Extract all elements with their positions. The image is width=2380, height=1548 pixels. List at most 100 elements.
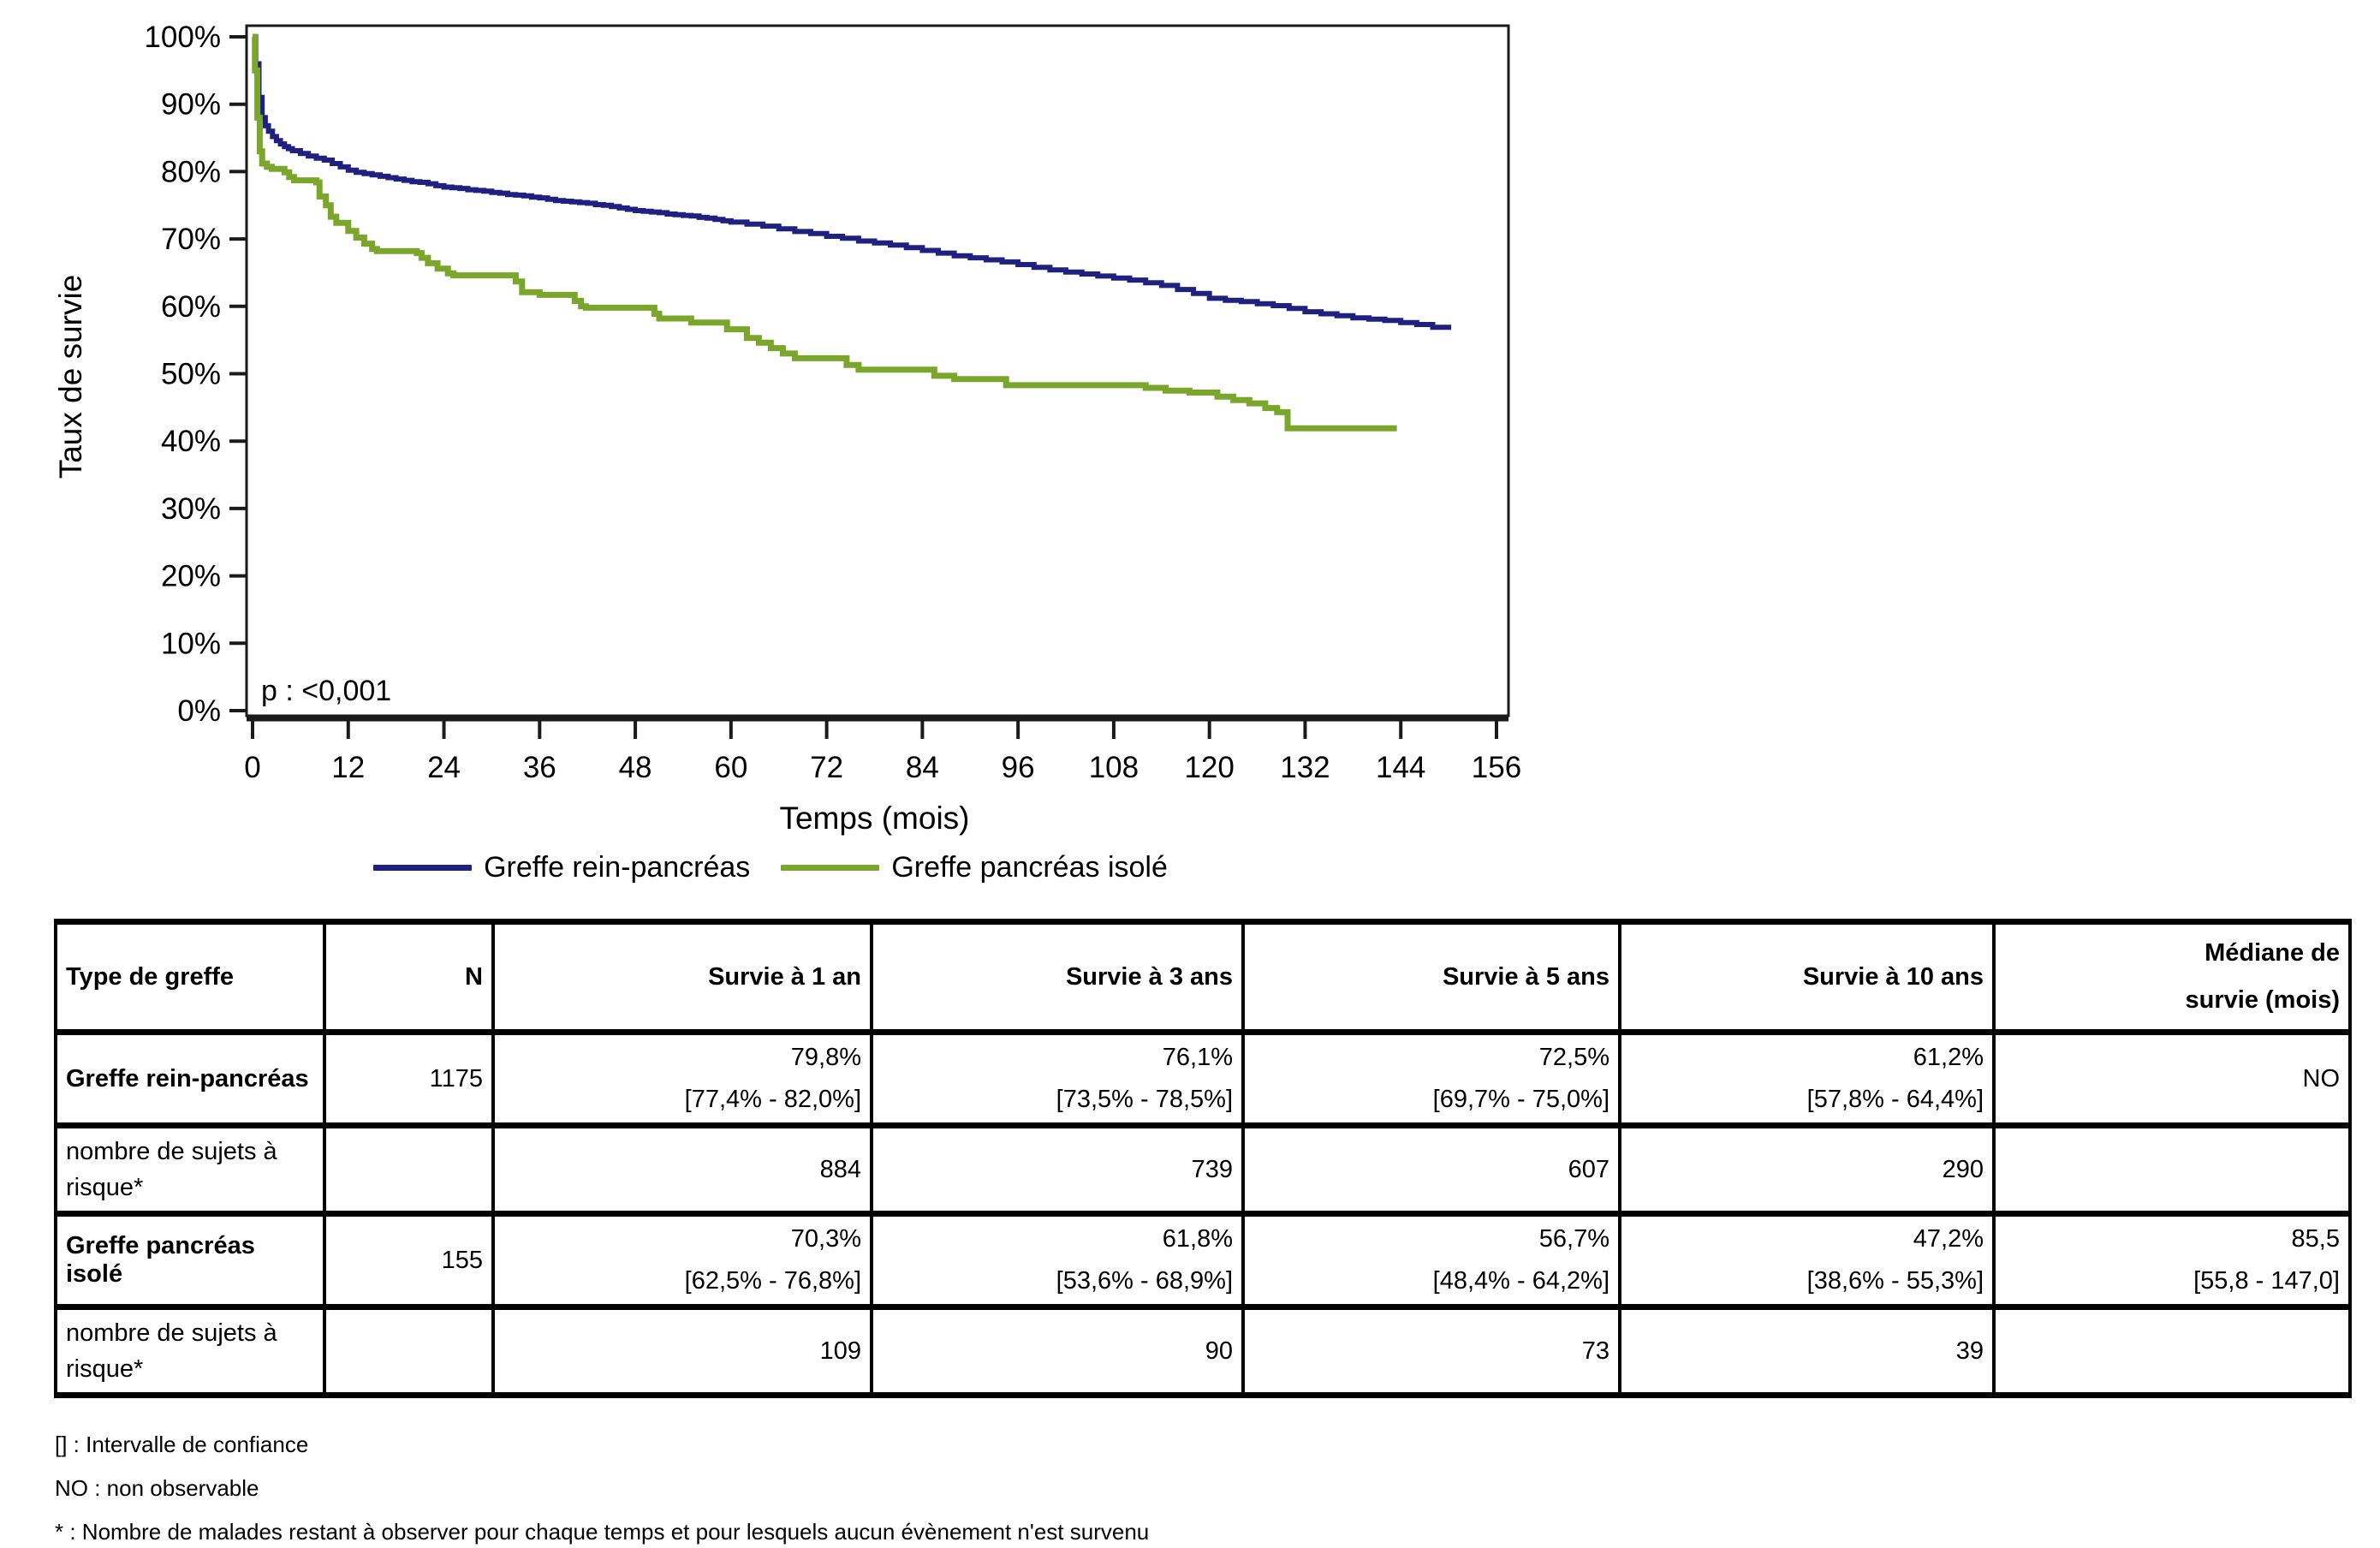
cell-survival-2: 607	[1241, 1122, 1621, 1218]
legend-item-0: Greffe rein-pancréas	[373, 853, 750, 882]
row-label: nombre de sujets à risque*	[54, 1304, 326, 1399]
cell-n: 1175	[323, 1029, 495, 1129]
cell-median	[1992, 1304, 2352, 1399]
y-tick-label: 50%	[161, 358, 221, 391]
x-tick-label: 12	[331, 751, 365, 784]
y-axis-title: Taux de survie	[53, 275, 88, 479]
confidence-interval: [73,5% - 78,5%]	[1056, 1086, 1233, 1114]
y-tick-label: 10%	[161, 627, 221, 660]
legend-label: Greffe rein-pancréas	[484, 851, 751, 884]
y-tick-label: 0%	[177, 694, 221, 728]
cell-n	[323, 1122, 495, 1218]
value-with-ci: 76,1% [73,5% - 78,5%]	[882, 1040, 1233, 1117]
cell-survival-0: 70,3% [62,5% - 76,8%]	[491, 1211, 873, 1311]
cell-survival-3: 290	[1618, 1122, 1996, 1218]
x-tick-label: 48	[619, 751, 652, 784]
confidence-interval: [48,4% - 64,2%]	[1432, 1267, 1609, 1295]
y-tick-label: 80%	[161, 155, 221, 188]
survival-value: 76,1%	[1162, 1044, 1233, 1072]
survival-curve-rein-pancreas	[253, 34, 1452, 330]
footnote-non-observable: NO : non observable	[55, 1475, 259, 1502]
y-tick-label: 100%	[144, 21, 221, 54]
value-with-ci: 79,8% [77,4% - 82,0%]	[503, 1040, 861, 1117]
x-tick-label: 96	[1002, 751, 1035, 784]
cell-survival-2: 73	[1241, 1304, 1621, 1399]
col-header-mediane: Médiane de survie (mois)	[1992, 918, 2352, 1036]
col-header-type-de-greffe: Type de greffe	[54, 918, 326, 1036]
legend-label: Greffe pancréas isolé	[891, 851, 1168, 884]
cell-n: 155	[323, 1211, 495, 1311]
value-with-ci: 72,5% [69,7% - 75,0%]	[1253, 1040, 1609, 1117]
median-value: 85,5	[2291, 1225, 2340, 1253]
col-header-survie-1-an: Survie à 1 an	[491, 918, 873, 1036]
x-tick-label: 132	[1280, 751, 1330, 784]
value-with-ci: 47,2% [38,6% - 55,3%]	[1630, 1222, 1984, 1299]
value-with-ci: 61,2% [57,8% - 64,4%]	[1630, 1040, 1984, 1117]
confidence-interval: [53,6% - 68,9%]	[1056, 1267, 1233, 1295]
cell-survival-0: 79,8% [77,4% - 82,0%]	[491, 1029, 873, 1129]
confidence-interval: [57,8% - 64,4%]	[1806, 1086, 1984, 1114]
cell-survival-3: 47,2% [38,6% - 55,3%]	[1618, 1211, 1996, 1311]
x-tick-label: 120	[1184, 751, 1234, 784]
y-tick-label: 90%	[161, 88, 221, 122]
x-axis-title: Temps (mois)	[779, 801, 969, 836]
table-header-row: Type de greffe N Survie à 1 an Survie à …	[54, 918, 2352, 1036]
y-tick-label: 70%	[161, 223, 221, 256]
chart-legend: Greffe rein-pancréas Greffe pancréas isol…	[0, 853, 1541, 882]
survival-table: Type de greffe N Survie à 1 an Survie à …	[54, 918, 2352, 1399]
value-with-ci: 70,3% [62,5% - 76,8%]	[503, 1222, 861, 1299]
survival-value: 47,2%	[1913, 1225, 1984, 1253]
cell-survival-3: 39	[1618, 1304, 1996, 1399]
confidence-interval: [77,4% - 82,0%]	[684, 1086, 861, 1114]
confidence-interval: [38,6% - 55,3%]	[1806, 1267, 1984, 1295]
y-tick-label: 20%	[161, 560, 221, 593]
y-tick-label: 30%	[161, 492, 221, 526]
col-header-survie-3-ans: Survie à 3 ans	[870, 918, 1245, 1036]
survival-value: 56,7%	[1538, 1225, 1609, 1253]
cell-survival-2: 72,5% [69,7% - 75,0%]	[1241, 1029, 1621, 1129]
y-tick-label: 40%	[161, 425, 221, 458]
y-tick-label: 60%	[161, 290, 221, 324]
x-tick-label: 36	[523, 751, 556, 784]
kaplan-meier-plot: 0% 10% 20% 30% 40% 50% 60% 70% 80% 90% 100% 0 12 24 36…	[53, 21, 1521, 836]
x-tick-label: 72	[810, 751, 843, 784]
x-tick-label: 156	[1472, 751, 1521, 784]
cell-median	[1992, 1122, 2352, 1218]
cell-n	[323, 1304, 495, 1399]
col-header-n: N	[323, 918, 495, 1036]
survival-value: 79,8%	[790, 1044, 861, 1072]
row-label: Greffe pancréas isolé	[54, 1211, 326, 1311]
median-confidence-interval: [55,8 - 147,0]	[2193, 1267, 2340, 1295]
table-row-0: Greffe rein-pancréas 1175 79,8% [77,4% - 82…	[54, 1029, 2352, 1129]
legend-line-swatch	[373, 864, 473, 871]
confidence-interval: [62,5% - 76,8%]	[684, 1267, 861, 1295]
cell-survival-3: 61,2% [57,8% - 64,4%]	[1618, 1029, 1996, 1129]
table-row-3: nombre de sujets à risque* 109 90 73 39	[54, 1304, 2352, 1399]
cell-survival-2: 56,7% [48,4% - 64,2%]	[1241, 1211, 1621, 1311]
cell-survival-1: 90	[870, 1304, 1245, 1399]
table-row-2: Greffe pancréas isolé 155 70,3% [62,5% - 76…	[54, 1211, 2352, 1311]
survival-value: 61,8%	[1162, 1225, 1233, 1253]
cell-survival-0: 109	[491, 1304, 873, 1399]
table-row-1: nombre de sujets à risque* 884 739 607 290	[54, 1122, 2352, 1218]
footnote-at-risk: * : Nombre de malades restant à observer…	[55, 1519, 1150, 1545]
confidence-interval: [69,7% - 75,0%]	[1432, 1086, 1609, 1114]
legend-line-swatch	[781, 864, 880, 871]
x-tick-label: 0	[244, 751, 260, 784]
x-tick-label: 108	[1089, 751, 1139, 784]
x-tick-label: 84	[906, 751, 939, 784]
survival-curve-pancreas-isole	[252, 33, 1397, 432]
row-label: nombre de sujets à risque*	[54, 1122, 326, 1218]
footnote-confidence-interval: [] : Intervalle de confiance	[55, 1432, 309, 1457]
col-header-survie-5-ans: Survie à 5 ans	[1241, 918, 1621, 1036]
survival-chart: 0% 10% 20% 30% 40% 50% 60% 70% 80% 90% 100% 0 12 24 36…	[0, 0, 1541, 839]
survival-value: 72,5%	[1538, 1044, 1609, 1072]
row-label: Greffe rein-pancréas	[54, 1029, 326, 1129]
footnotes: [] : Intervalle de confiance NO : non ob…	[55, 1432, 1149, 1546]
x-tick-label: 24	[427, 751, 461, 784]
p-value-annotation: p : <0,001	[261, 675, 391, 707]
survival-value: 61,2%	[1913, 1044, 1984, 1072]
cell-median: NO	[1992, 1029, 2352, 1129]
cell-survival-0: 884	[491, 1122, 873, 1218]
